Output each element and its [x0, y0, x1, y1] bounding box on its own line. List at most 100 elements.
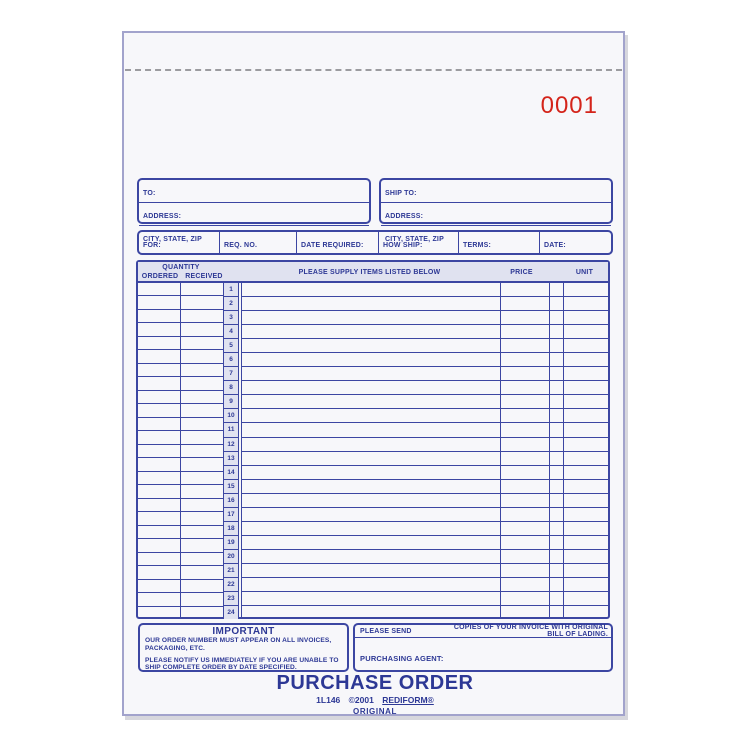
ordered-header: ORDERED: [141, 273, 179, 280]
description-cell: [242, 381, 500, 396]
description-cell: [242, 353, 500, 368]
ordered-cell: [138, 431, 180, 445]
row-number: 17: [224, 508, 238, 522]
price-cents-cell: [550, 409, 563, 424]
unit-cell: [564, 466, 608, 480]
ordered-cell: [138, 377, 180, 391]
row-number: 11: [224, 423, 238, 438]
ordered-cell: [138, 499, 180, 513]
received-cell: [181, 391, 223, 405]
row-number: 15: [224, 480, 238, 494]
unit-header: UNIT: [575, 269, 594, 276]
received-cell: [181, 296, 223, 310]
copyright-text: ©2001: [348, 695, 374, 705]
unit-cell: [564, 578, 608, 593]
ordered-cell: [138, 607, 180, 619]
price-cell: [501, 550, 549, 564]
description-cell: [242, 480, 500, 494]
ship-address-label: ADDRESS:: [385, 213, 424, 220]
date-required-label: DATE REQUIRED:: [301, 242, 364, 249]
unit-cell: [564, 283, 608, 298]
important-line1: OUR ORDER NUMBER MUST APPEAR ON ALL INVO…: [145, 637, 332, 652]
description-cell: [242, 409, 500, 424]
description-cell: [242, 339, 500, 354]
row-number-column: 1 2 3 4 5 6 7 8 9 10 11 12 13 14 15 16 17 18 19 20 21 22 23 24: [224, 283, 239, 619]
row-number: 22: [224, 578, 238, 593]
price-header: PRICE: [510, 269, 533, 276]
price-cell: [501, 452, 549, 466]
description-cell: [242, 283, 500, 298]
ordered-cell: [138, 337, 180, 351]
description-cell: [242, 536, 500, 550]
unit-cell: [564, 606, 608, 619]
description-cell: [242, 452, 500, 466]
price-cell: [501, 381, 549, 396]
description-cell: [242, 508, 500, 522]
for-field: FOR:: [139, 232, 220, 253]
price-cents-cell: [550, 508, 563, 522]
price-cents-cell: [550, 466, 563, 480]
received-cell: [181, 445, 223, 459]
how-ship-label: HOW SHIP:: [383, 242, 423, 249]
ordered-cell: [138, 580, 180, 594]
received-cell: [181, 526, 223, 540]
description-cell: [242, 367, 500, 382]
description-cell: [242, 297, 500, 312]
unit-cell: [564, 395, 608, 410]
price-cell: [501, 564, 549, 578]
price-cell: [501, 508, 549, 522]
description-column: [241, 283, 500, 619]
received-cell: [181, 472, 223, 486]
row-number: 18: [224, 522, 238, 536]
received-cell: [181, 593, 223, 607]
date-field: DATE:: [540, 232, 611, 253]
price-cell: [501, 522, 549, 536]
price-cell: [501, 367, 549, 382]
ship-city-label: CITY, STATE, ZIP: [385, 236, 444, 243]
price-cents-cell: [550, 381, 563, 396]
price-cents-cell: [550, 438, 563, 452]
ordered-cell: [138, 418, 180, 432]
perforation-dashed-line: [125, 69, 622, 71]
table-body: 1 2 3 4 5 6 7 8 9 10 11 12 13 14 15 16 17 18 19 20 21 22 23 24: [138, 283, 608, 619]
important-line2: PLEASE NOTIFY US IMMEDIATELY IF YOU ARE …: [145, 656, 339, 672]
to-field: TO:: [139, 180, 369, 203]
rediform-brand-logo: REDIFORM®: [382, 695, 434, 705]
price-cell: [501, 395, 549, 410]
ordered-column: [138, 283, 181, 619]
price-cents-cell: [550, 452, 563, 466]
price-column: [500, 283, 549, 619]
description-cell: [242, 592, 500, 607]
description-cell: [242, 494, 500, 508]
ordered-cell: [138, 512, 180, 526]
ship-city-field: CITY, STATE, ZIP: [381, 226, 611, 248]
price-cents-cell: [550, 353, 563, 368]
ordered-cell: [138, 472, 180, 486]
unit-cell: [564, 522, 608, 536]
copy-designation: ORIGINAL: [353, 707, 397, 716]
row-number: 7: [224, 367, 238, 382]
price-cell: [501, 409, 549, 424]
price-cell: [501, 606, 549, 619]
received-cell: [181, 323, 223, 337]
received-cell: [181, 499, 223, 513]
to-address-field: ADDRESS:: [139, 203, 369, 226]
price-cents-column: [549, 283, 563, 619]
price-cents-cell: [550, 423, 563, 438]
price-cell: [501, 578, 549, 593]
description-cell: [242, 522, 500, 536]
row-number: 1: [224, 283, 238, 298]
row-number: 3: [224, 311, 238, 326]
description-cell: [242, 578, 500, 593]
purchasing-agent-row: PURCHASING AGENT:: [355, 648, 611, 670]
price-cell: [501, 466, 549, 480]
unit-cell: [564, 508, 608, 522]
row-number: 2: [224, 297, 238, 312]
received-cell: [181, 607, 223, 619]
price-cents-cell: [550, 395, 563, 410]
received-cell: [181, 404, 223, 418]
unit-cell: [564, 311, 608, 326]
please-send-row: PLEASE SEND COPIES OF YOUR INVOICE WITH …: [355, 624, 611, 638]
received-column: [181, 283, 224, 619]
received-cell: [181, 539, 223, 553]
